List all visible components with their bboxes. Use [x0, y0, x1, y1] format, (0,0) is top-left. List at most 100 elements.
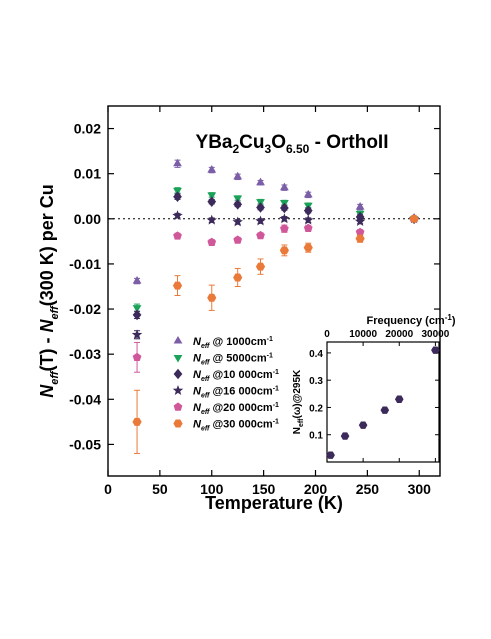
data-point — [256, 230, 265, 240]
main-series — [131, 158, 420, 454]
main-y-tick-label: -0.02 — [69, 301, 101, 317]
main-y-tick-label: 0.00 — [74, 211, 101, 227]
data-point — [207, 165, 217, 173]
chart-title: YBa2Cu3O6.50 - OrthoII — [196, 132, 389, 156]
data-point — [280, 202, 289, 214]
data-point — [232, 216, 243, 227]
inset-data-point — [340, 432, 350, 440]
data-point — [206, 214, 217, 225]
main-x-tick-label: 150 — [252, 481, 276, 497]
inset-x-axis: 0 10000 20000 30000 — [324, 329, 450, 462]
main-y-axis-label: Neff(T) - Neff(300 K) per Cu — [37, 184, 61, 398]
series-3 — [132, 191, 419, 321]
inset-y-axis-label: Neff(ω)@295K — [292, 369, 305, 434]
data-point — [355, 202, 365, 210]
inset-data-point — [394, 395, 404, 403]
inset-data-point — [380, 406, 390, 414]
series-2 — [132, 187, 419, 313]
main-y-tick-label: -0.01 — [69, 256, 101, 272]
data-point — [303, 205, 313, 216]
legend-marker — [173, 335, 183, 344]
data-point — [173, 158, 182, 167]
main-x-tick-label: 200 — [304, 481, 328, 497]
legend-entry-label: Neff @30 000cm-1 — [193, 419, 279, 433]
data-point — [131, 329, 143, 340]
data-point — [207, 237, 217, 246]
inset-x-tick-label: 10000 — [349, 329, 377, 340]
data-point — [233, 171, 243, 180]
data-point — [280, 182, 289, 191]
inset-x-tick-label: 20000 — [385, 329, 413, 340]
inset-y-tick-label: 0.1 — [309, 431, 323, 442]
data-point — [303, 223, 313, 232]
legend-marker — [173, 354, 183, 363]
data-point — [256, 177, 265, 186]
main-x-tick-label: 50 — [152, 481, 168, 497]
inset-data-point — [358, 421, 368, 429]
main-x-tick-label: 0 — [104, 481, 112, 497]
data-point — [233, 199, 243, 210]
data-point — [172, 281, 183, 290]
main-x-axis-label: Temperature (K) — [205, 493, 343, 513]
legend-entry-label: Neff @20 000cm-1 — [193, 402, 279, 416]
main-y-tick-label: 0.02 — [74, 121, 101, 137]
legend-marker — [172, 384, 184, 395]
data-point — [255, 215, 266, 226]
data-point — [132, 352, 142, 362]
legend-marker — [173, 402, 183, 411]
data-point — [233, 235, 243, 244]
series-6 — [132, 214, 419, 454]
inset-y-tick-label: 0.2 — [309, 403, 323, 414]
main-plot-frame — [107, 105, 441, 477]
data-point — [132, 305, 142, 313]
main-y-tick-label: 0.01 — [74, 166, 101, 182]
data-point — [255, 262, 266, 271]
main-y-tick-label: -0.04 — [69, 391, 101, 407]
data-point — [132, 417, 142, 426]
legend-entry-label: Neff @10 000cm-1 — [193, 369, 279, 383]
legend-entry-label: Neff @16 000cm-1 — [193, 386, 279, 400]
inset-plot-frame — [326, 341, 440, 463]
data-point — [409, 214, 419, 223]
data-point — [132, 276, 142, 284]
data-point — [354, 215, 366, 226]
main-y-tick-label: -0.05 — [69, 436, 101, 452]
main-x-tick-label: 300 — [408, 481, 432, 497]
data-point — [172, 210, 183, 221]
legend: Neff @ 1000cm-1 Neff @ 5000cm-1 Neff @10 0… — [172, 335, 279, 433]
data-point — [279, 246, 289, 255]
data-point — [256, 202, 265, 213]
data-point — [173, 231, 182, 240]
data-point — [279, 213, 290, 224]
legend-entry-label: Neff @ 1000cm-1 — [193, 336, 273, 350]
data-point — [207, 192, 217, 200]
inset-x-tick-label: 0 — [324, 329, 330, 340]
data-point — [132, 309, 142, 321]
series-5 — [132, 214, 419, 373]
data-point — [233, 273, 243, 282]
legend-marker — [173, 368, 183, 380]
inset-x-axis-label: Frequency (cm-1) — [366, 313, 455, 327]
data-point — [280, 224, 289, 233]
data-point — [303, 189, 313, 198]
data-point — [355, 234, 365, 243]
main-x-tick-label: 250 — [356, 481, 380, 497]
inset-series — [326, 346, 440, 459]
legend-marker — [173, 419, 183, 428]
data-point — [207, 293, 217, 302]
data-point — [303, 243, 313, 252]
data-point — [302, 214, 314, 225]
inset-y-axis: 0.1 0.2 0.3 0.4 — [309, 349, 439, 442]
data-point — [207, 196, 217, 207]
inset-data-point — [431, 346, 440, 354]
main-y-axis: -0.05 -0.04 -0.03 -0.02 -0.01 0.00 0.01 0.02 — [69, 121, 440, 452]
data-point — [173, 191, 182, 202]
legend-entry-label: Neff @ 5000cm-1 — [193, 353, 273, 367]
inset-y-tick-label: 0.3 — [309, 376, 323, 387]
main-x-axis: 0 50 100 150 200 250 300 — [104, 106, 431, 497]
main-x-tick-label: 100 — [200, 481, 224, 497]
data-point — [355, 227, 365, 237]
main-y-tick-label: -0.03 — [69, 346, 101, 362]
inset-y-tick-label: 0.4 — [309, 349, 323, 360]
